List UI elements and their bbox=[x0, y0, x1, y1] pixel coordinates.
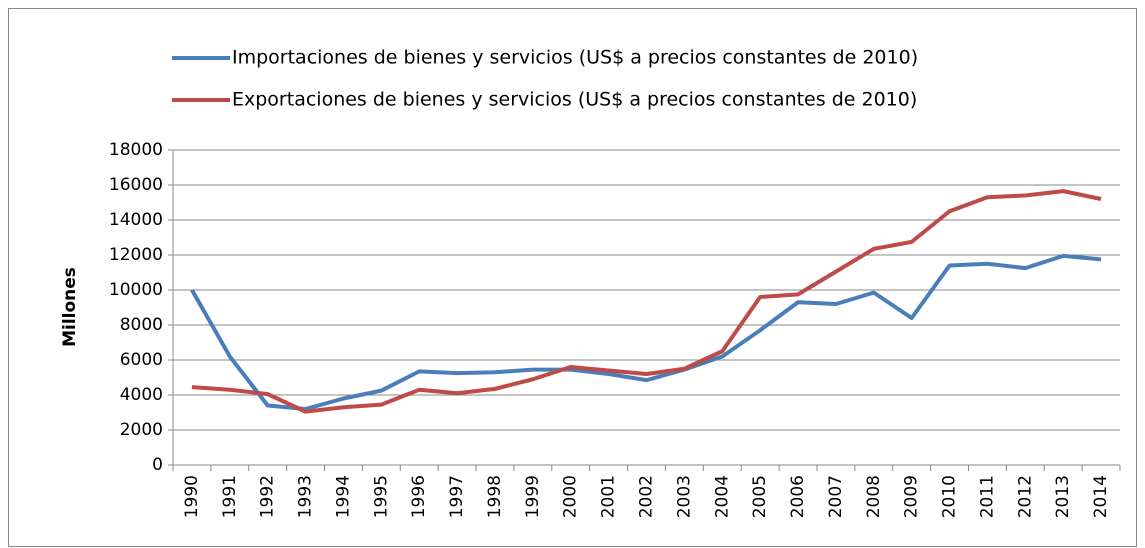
x-tick-label: 1999 bbox=[523, 475, 543, 518]
x-tick-label: 2003 bbox=[674, 475, 694, 518]
x-tick-label: 2007 bbox=[826, 475, 846, 518]
legend-label: Importaciones de bienes y servicios (US$… bbox=[232, 47, 918, 69]
x-tick-label: 1991 bbox=[220, 475, 240, 518]
x-tick-label: 2006 bbox=[788, 475, 808, 518]
x-tick-label: 1997 bbox=[447, 475, 467, 518]
x-tick-label: 2012 bbox=[1015, 475, 1035, 518]
x-tick-label: 1990 bbox=[182, 475, 202, 518]
legend-label: Exportaciones de bienes y servicios (US$… bbox=[232, 89, 917, 111]
y-tick-label: 8000 bbox=[120, 315, 163, 335]
x-tick-label: 1993 bbox=[296, 475, 316, 518]
y-tick-label: 0 bbox=[152, 455, 163, 475]
x-tick-label: 2005 bbox=[750, 475, 770, 518]
y-tick-label: 14000 bbox=[109, 210, 163, 230]
x-tick-label: 2009 bbox=[902, 475, 922, 518]
x-tick-label: 2013 bbox=[1053, 475, 1073, 518]
x-tick-label: 2004 bbox=[712, 475, 732, 518]
x-tick-label: 1995 bbox=[371, 475, 391, 518]
y-tick-label: 2000 bbox=[120, 420, 163, 440]
y-tick-label: 6000 bbox=[120, 350, 163, 370]
x-tick-label: 1994 bbox=[333, 475, 353, 518]
x-tick-label: 2010 bbox=[940, 475, 960, 518]
y-tick-label: 16000 bbox=[109, 175, 163, 195]
y-tick-label: 12000 bbox=[109, 245, 163, 265]
y-tick-label: 4000 bbox=[120, 385, 163, 405]
series-line bbox=[191, 189, 1102, 414]
x-tick-label: 1998 bbox=[485, 475, 505, 518]
y-tick-label: 18000 bbox=[109, 140, 163, 160]
x-tick-label: 2002 bbox=[637, 475, 657, 518]
y-axis-label: Millones bbox=[60, 267, 80, 347]
x-tick-label: 2001 bbox=[599, 475, 619, 518]
x-tick-label: 2011 bbox=[977, 475, 997, 518]
x-tick-label: 1996 bbox=[409, 475, 429, 518]
x-tick-label: 1992 bbox=[258, 475, 278, 518]
x-tick-label: 2014 bbox=[1091, 475, 1111, 518]
x-tick-label: 2008 bbox=[864, 475, 884, 518]
y-tick-label: 10000 bbox=[109, 280, 163, 300]
series-line bbox=[190, 253, 1102, 411]
x-tick-label: 2000 bbox=[561, 475, 581, 518]
